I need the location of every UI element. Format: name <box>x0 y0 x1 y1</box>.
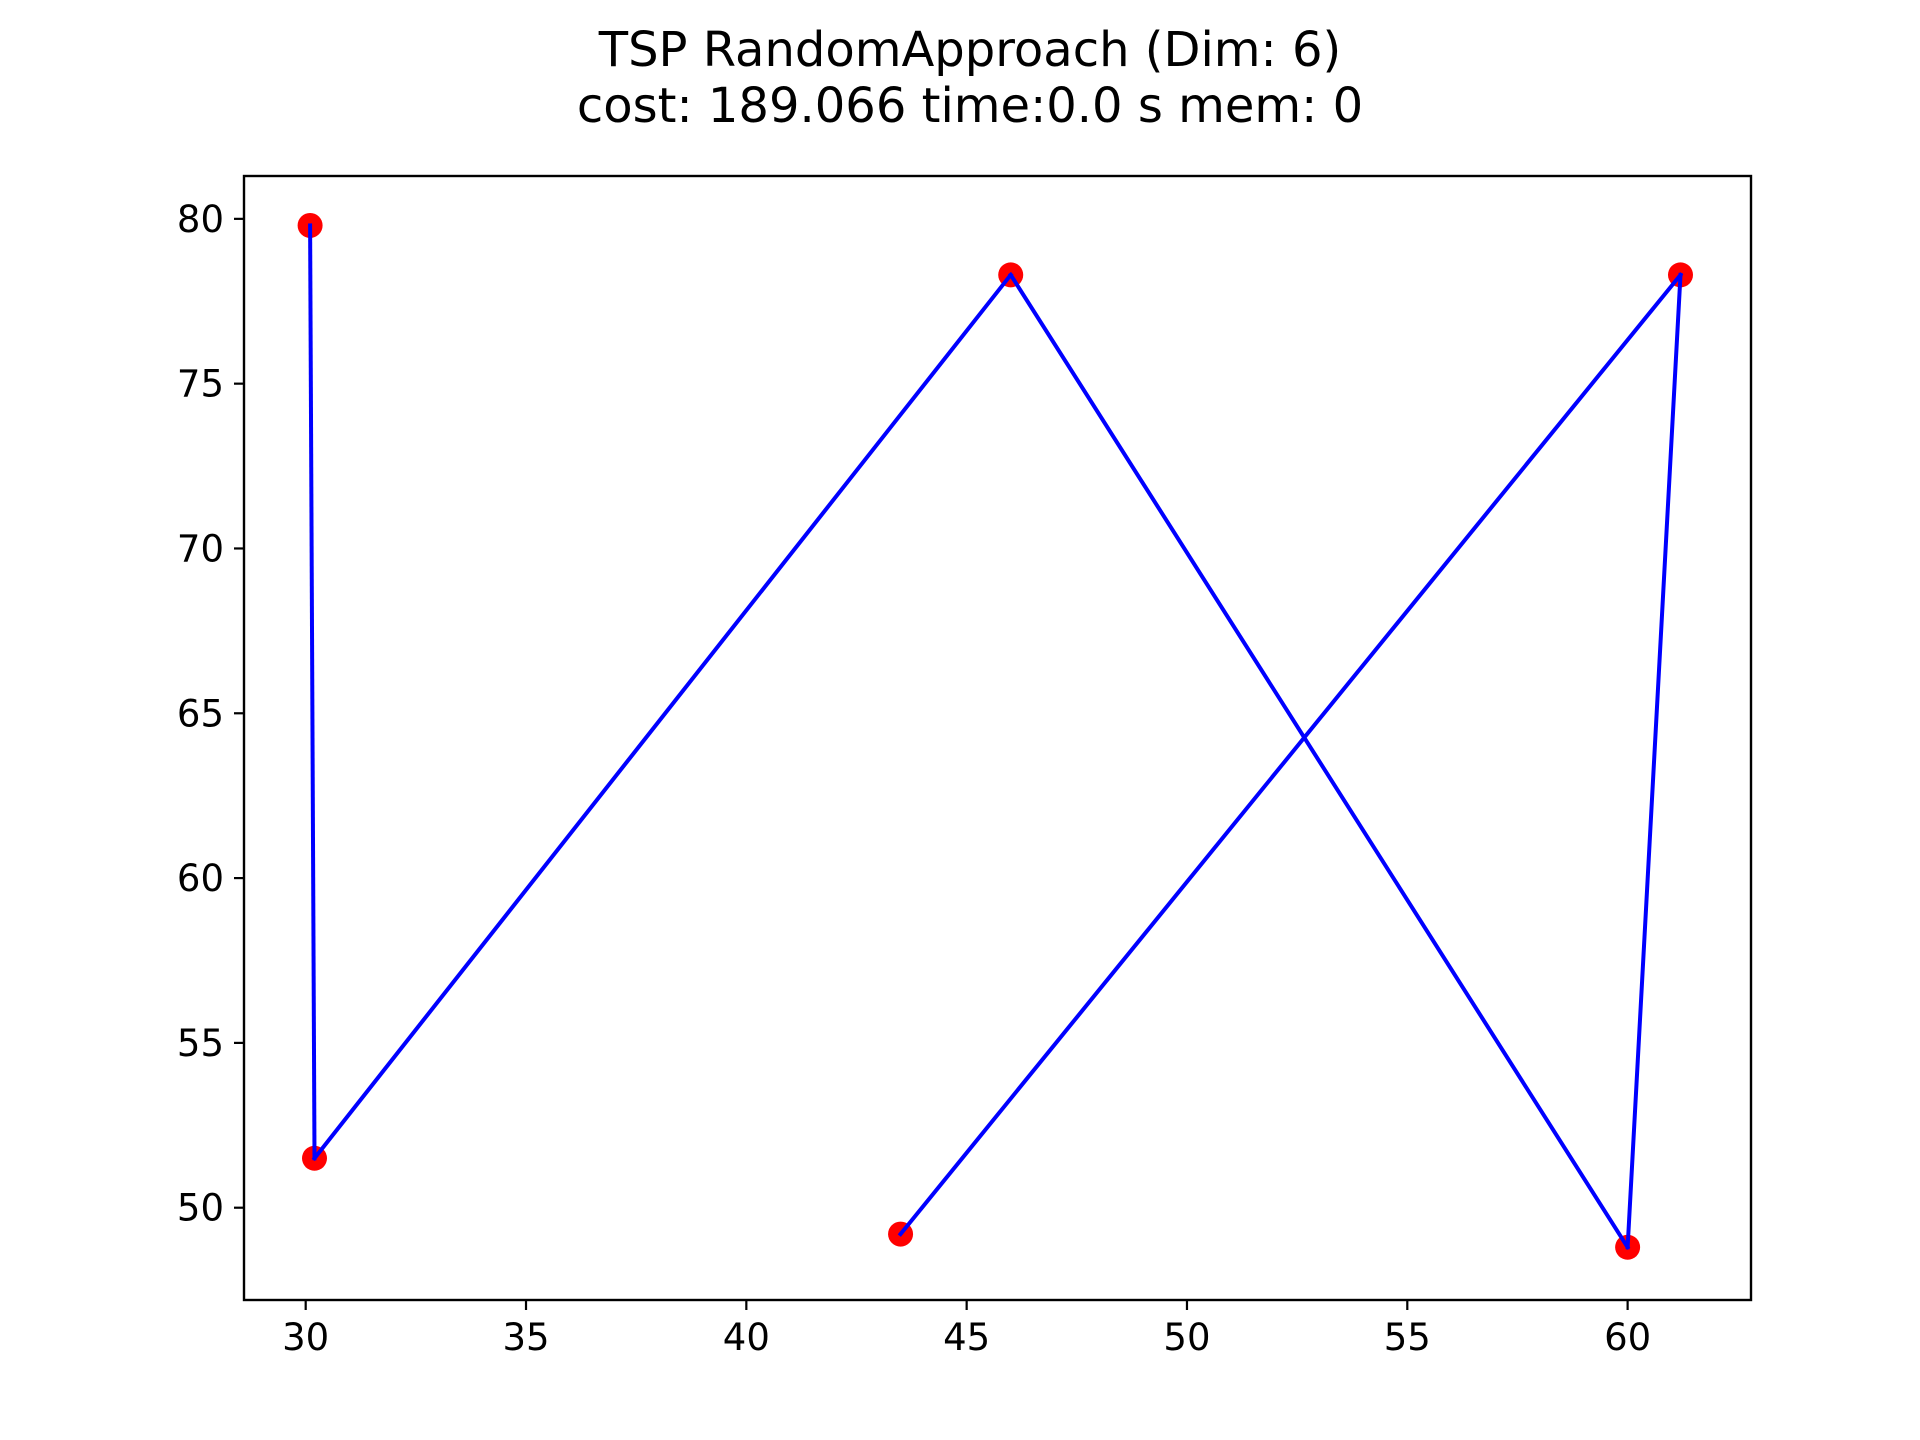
x-tick-label: 30 <box>282 1316 329 1359</box>
route-segment-3 <box>1007 272 1631 1251</box>
y-tick-label: 65 <box>177 692 224 735</box>
y-tick-label: 80 <box>177 198 224 241</box>
chart-title-line-1: TSP RandomApproach (Dim: 6) <box>598 22 1342 78</box>
route-lines <box>308 223 1684 1251</box>
plot-area <box>242 174 1753 1302</box>
chart-title-line-2: cost: 189.066 time:0.0 s mem: 0 <box>577 78 1363 134</box>
x-tick-label: 50 <box>1163 1316 1210 1359</box>
y-tick-label: 70 <box>177 527 224 570</box>
x-tick-label: 40 <box>723 1316 770 1359</box>
y-tick-label: 60 <box>177 857 224 900</box>
x-tick-label: 45 <box>943 1316 990 1359</box>
route-segment-4 <box>1625 272 1683 1250</box>
x-axis: 30 35 40 45 50 55 60 <box>282 1300 1651 1359</box>
y-axis: 50 55 60 65 70 75 80 <box>177 198 244 1230</box>
y-tick-label: 50 <box>177 1187 224 1230</box>
route-segment-5 <box>897 272 1684 1237</box>
x-tick-label: 35 <box>502 1316 549 1359</box>
axes-frame <box>242 174 1753 1302</box>
route-segment-2 <box>311 272 1014 1162</box>
route-segment-1 <box>308 223 317 1161</box>
y-tick-label: 55 <box>177 1022 224 1065</box>
x-tick-label: 60 <box>1604 1316 1651 1359</box>
x-tick-label: 55 <box>1384 1316 1431 1359</box>
y-tick-label: 75 <box>177 363 224 406</box>
